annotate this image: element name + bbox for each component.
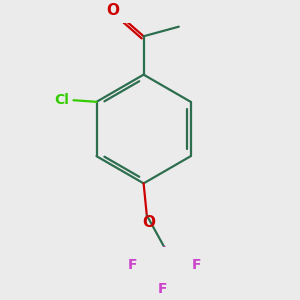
Text: Cl: Cl — [55, 93, 69, 107]
Text: F: F — [128, 258, 137, 272]
Text: F: F — [192, 258, 201, 272]
Text: O: O — [142, 215, 155, 230]
Text: O: O — [107, 3, 120, 18]
Text: F: F — [158, 282, 167, 296]
